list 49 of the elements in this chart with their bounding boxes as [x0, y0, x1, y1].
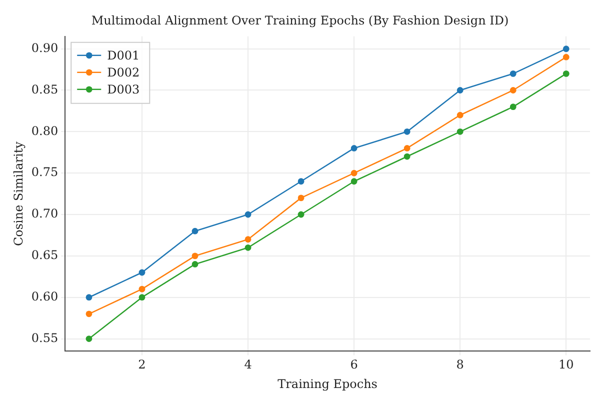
- y-tick-label: 0.70: [31, 206, 58, 221]
- y-tick-label: 0.65: [31, 248, 58, 262]
- x-axis-title: Training Epochs: [278, 376, 378, 391]
- point: [86, 294, 92, 301]
- legend-label: D001: [107, 48, 140, 63]
- legend-label: D002: [107, 66, 140, 80]
- x-tick-label: 8: [456, 358, 464, 372]
- point: [86, 336, 92, 342]
- y-tick-label: 0.90: [31, 40, 58, 55]
- point: [404, 145, 410, 152]
- point: [298, 178, 304, 185]
- x-tick-label: 2: [138, 358, 146, 372]
- y-tick-label: 0.80: [31, 124, 58, 138]
- y-tick-label: 0.75: [31, 165, 58, 180]
- point: [192, 261, 198, 268]
- y-tick-label: 0.60: [31, 289, 58, 304]
- point: [244, 211, 252, 218]
- y-tick-label: 0.85: [31, 82, 58, 96]
- point: [510, 87, 516, 94]
- point: [562, 54, 570, 60]
- point: [138, 294, 146, 301]
- x-tick-label: 10: [558, 358, 574, 372]
- point: [244, 236, 252, 243]
- point: [562, 70, 570, 77]
- point: [350, 178, 358, 185]
- point: [192, 252, 198, 260]
- point: [456, 87, 464, 94]
- point: [510, 104, 516, 110]
- point: [244, 244, 252, 251]
- point: [192, 228, 198, 234]
- y-tick-label: 0.55: [31, 330, 58, 345]
- point: [456, 112, 464, 118]
- point: [562, 46, 570, 52]
- chart-title: Multimodal Alignment Over Training Epochs (By Fashion Design ID): [91, 13, 509, 28]
- point: [298, 194, 304, 202]
- x-tick-label: 4: [244, 358, 252, 372]
- point: [138, 269, 146, 276]
- point: [350, 170, 358, 176]
- point: [298, 211, 304, 218]
- point: [510, 70, 516, 77]
- y-axis-title: Cosine Similarity: [11, 141, 26, 246]
- point: [86, 310, 92, 318]
- point: [404, 153, 410, 160]
- point: [404, 128, 410, 135]
- legend-label: D003: [107, 82, 140, 97]
- x-tick-label: 6: [350, 358, 358, 372]
- point: [350, 145, 358, 152]
- point: [138, 286, 146, 292]
- point: [456, 128, 464, 135]
